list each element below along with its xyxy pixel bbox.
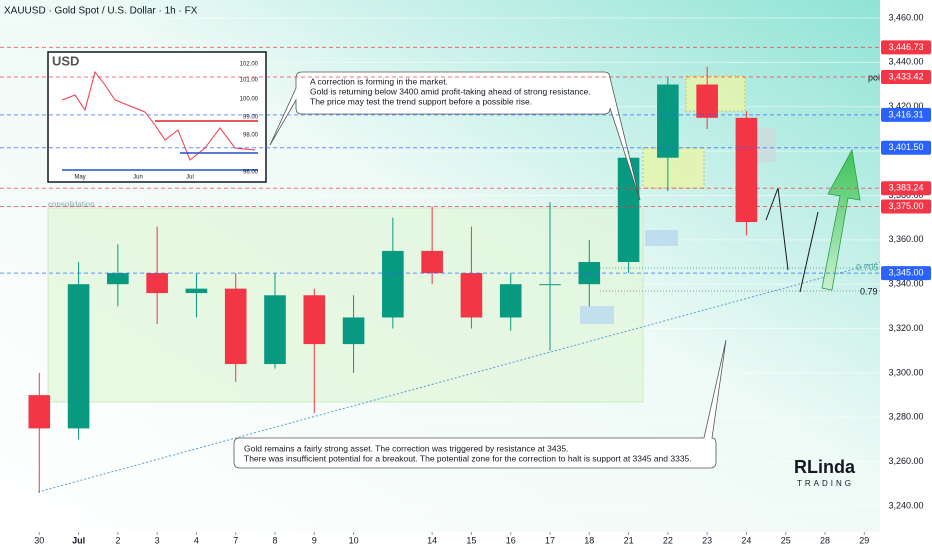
y-tick-label: 3,280.00	[888, 412, 923, 422]
y-tick-label: 3,240.00	[888, 500, 923, 510]
y-tick-label: 3,440.00	[888, 57, 923, 67]
level-tag	[881, 69, 931, 84]
x-tick-label: 25	[781, 535, 791, 545]
logo: RLinda	[794, 457, 856, 477]
y-tick-label: 3,360.00	[888, 234, 923, 244]
x-tick-label: 17	[545, 535, 555, 545]
logo: TRADING	[797, 479, 854, 488]
x-tick-label: 14	[427, 535, 437, 545]
inset-tick: 98.00	[243, 133, 259, 139]
inset-title: USD	[52, 53, 79, 68]
candle-body	[460, 273, 483, 318]
candle-body	[28, 395, 51, 429]
level-tag	[881, 107, 931, 122]
candle-body	[657, 84, 679, 158]
x-tick-label: 24	[741, 535, 751, 545]
fvg-zone	[580, 306, 614, 324]
consolidation-zone	[47, 207, 644, 403]
candle-body	[342, 317, 365, 345]
candle-body	[264, 295, 286, 365]
inset-tick: 102.00	[240, 62, 259, 68]
callout-text: A correction is forming in the market.	[310, 76, 448, 86]
x-tick-label: 10	[349, 535, 359, 545]
fib-label: 0.705	[856, 262, 879, 272]
candle-body	[146, 273, 168, 294]
x-tick-label: 9	[312, 535, 317, 545]
candle-body	[735, 117, 758, 223]
x-tick-label: 29	[859, 535, 869, 545]
x-tick-label: 3	[155, 535, 160, 545]
y-tick-label: 3,300.00	[888, 367, 923, 377]
callout-text: Gold remains a fairly strong asset. The …	[244, 443, 568, 453]
candle-body	[696, 84, 718, 118]
y-tick-label: 3,260.00	[888, 456, 923, 466]
level-label: 3,345.00	[888, 267, 923, 277]
projection	[765, 148, 861, 293]
y-tick-label: 3,460.00	[888, 12, 923, 22]
y-tick-label: 3,340.00	[888, 279, 923, 289]
candle-body	[421, 250, 443, 274]
candle-body	[382, 250, 404, 318]
level-tag	[881, 266, 931, 281]
x-tick-label: 18	[584, 535, 594, 545]
poi-label: poi	[868, 72, 880, 82]
x-tick-label: 2	[115, 535, 120, 545]
inset-month: Jul	[186, 175, 194, 181]
x-tick-label: 7	[233, 535, 238, 545]
candle-body	[185, 288, 208, 294]
level-tag	[881, 199, 931, 214]
level-tag	[881, 181, 931, 196]
x-tick-label: 21	[624, 535, 634, 545]
level-label: 3,401.50	[888, 142, 923, 152]
y-tick-label: 3,420.00	[888, 101, 923, 111]
candle-body	[107, 273, 129, 285]
inset-tick: 96.00	[243, 170, 259, 176]
candle-body	[499, 284, 522, 318]
level-label: 3,383.24	[888, 183, 923, 193]
x-tick-label: 28	[820, 535, 830, 545]
inset	[47, 51, 267, 183]
candles	[28, 66, 758, 493]
callout-text: The price may test the trend support bef…	[310, 96, 532, 106]
candle-body	[539, 284, 561, 286]
callout-text: There was insufficient potential for a b…	[244, 453, 692, 463]
callout-text: Gold is returning below 3400 amid profit…	[310, 86, 591, 96]
y-tick-label: 3,320.00	[888, 323, 923, 333]
x-tick-label: 23	[702, 535, 712, 545]
candle-body	[224, 288, 247, 365]
candle-body	[617, 157, 640, 263]
inset-tick: 100.00	[240, 97, 259, 103]
time-axis	[0, 532, 880, 550]
fib-label: 0.79	[860, 286, 878, 296]
candle-body	[67, 284, 90, 429]
level-label: 3,433.42	[888, 71, 923, 81]
inset-tick: 99.00	[243, 115, 259, 121]
x-tick-label: 16	[506, 535, 516, 545]
x-tick-label: 4	[194, 535, 199, 545]
candle-body	[303, 295, 326, 345]
inset-tick: 101.00	[240, 78, 259, 84]
zone-label: consolidation	[48, 200, 95, 209]
chart-title: XAUUSD · Gold Spot / U.S. Dollar · 1h · …	[4, 6, 198, 17]
fvg-zone	[645, 230, 678, 246]
x-tick-label: Jul	[72, 535, 85, 545]
callout-bottom	[233, 339, 727, 469]
level-label: 3,446.73	[888, 42, 923, 52]
x-tick-label: 15	[466, 535, 476, 545]
level-tag	[881, 40, 931, 55]
x-tick-label: 22	[663, 535, 673, 545]
inset-month: May	[74, 175, 85, 181]
x-tick-label: 8	[272, 535, 277, 545]
inset-month: Jun	[133, 175, 143, 181]
x-tick-label: 30	[34, 535, 44, 545]
level-label: 3,416.31	[888, 109, 923, 119]
level-tag	[881, 140, 931, 155]
trend-line	[37, 261, 881, 493]
level-label: 3,375.00	[888, 201, 923, 211]
